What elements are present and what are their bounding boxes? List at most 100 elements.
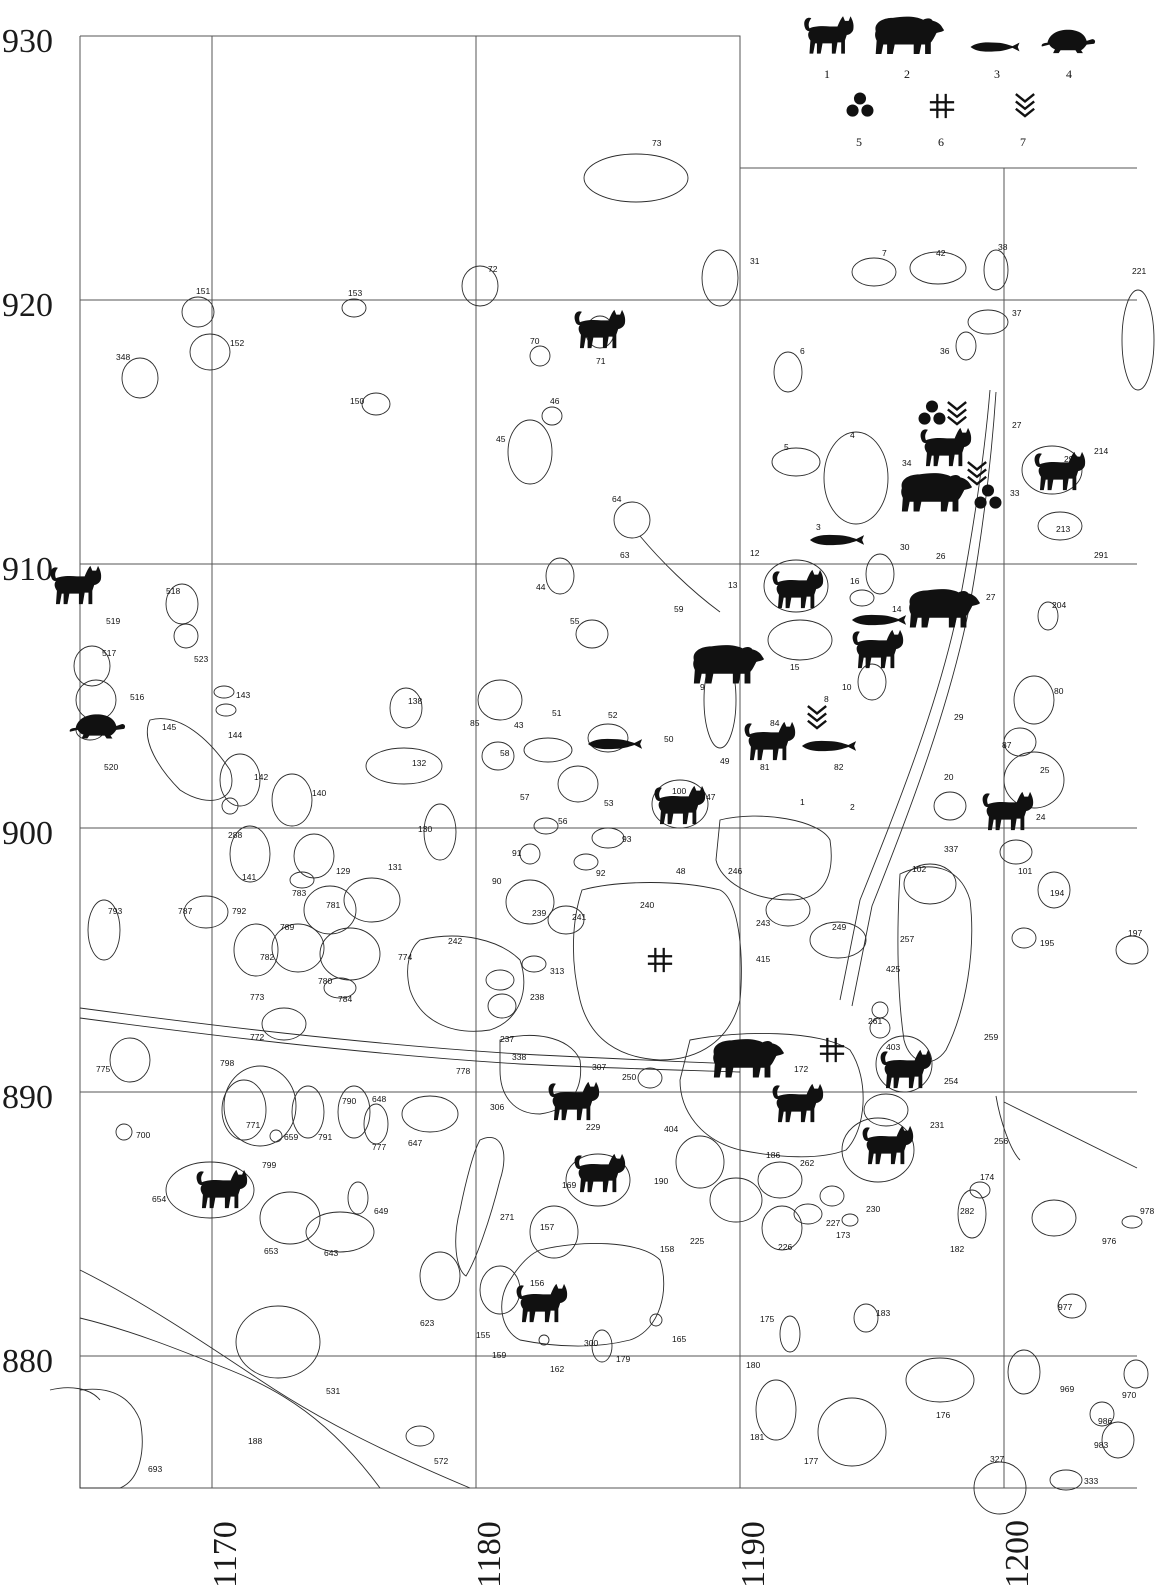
cat-icon [862, 1125, 914, 1165]
hash-icon [928, 92, 956, 120]
fish-icon [809, 534, 865, 546]
fish-icon [970, 42, 1020, 52]
feature-number: 246 [728, 866, 742, 876]
x-label-1170: 1170 [207, 1521, 244, 1588]
feature-number: 240 [640, 900, 654, 910]
feature-number: 256 [994, 1136, 1008, 1146]
chevrons-down-icon [966, 460, 988, 486]
x-label-1190: 1190 [735, 1521, 772, 1588]
feature-number: 52 [608, 710, 618, 720]
feature-number: 144 [228, 730, 242, 740]
cat-icon [920, 427, 972, 467]
feature-number: 969 [1060, 1384, 1074, 1394]
feature-number: 2 [850, 802, 855, 812]
y-label-910: 910 [2, 551, 53, 588]
feature-number: 176 [936, 1410, 950, 1420]
bear-icon [875, 16, 945, 54]
legend-item-4: 4 [1041, 29, 1096, 81]
feature-number: 3 [816, 522, 821, 532]
feature-number: 242 [448, 936, 462, 946]
feature-number: 195 [1040, 938, 1054, 948]
three-dots-icon [918, 400, 946, 425]
cat-icon [196, 1169, 248, 1209]
feature-number: 159 [492, 1350, 506, 1360]
feature-number: 700 [136, 1130, 150, 1140]
feature-number: 42 [936, 248, 946, 258]
feature-number: 64 [612, 494, 622, 504]
feature-number: 261 [868, 1016, 882, 1026]
feature-outlines [49, 153, 1155, 1515]
legend-number: 4 [1066, 67, 1072, 81]
feature-number: 798 [220, 1058, 234, 1068]
feature-number: 225 [690, 1236, 704, 1246]
legend-number: 7 [1020, 135, 1026, 149]
legend-number: 5 [856, 135, 862, 149]
fish-icon [801, 740, 857, 752]
feature-number: 782 [260, 952, 274, 962]
bear-icon [693, 645, 765, 684]
cat-icon [982, 791, 1034, 831]
cat-icon [574, 1153, 626, 1193]
legend-number: 3 [994, 67, 1000, 81]
feature-number: 182 [950, 1244, 964, 1254]
fish-icon [587, 738, 643, 750]
feature-number: 20 [944, 772, 954, 782]
feature-number: 15 [790, 662, 800, 672]
y-label-900: 900 [2, 815, 53, 852]
feature-number: 978 [1140, 1206, 1154, 1216]
feature-number: 92 [596, 868, 606, 878]
feature-number: 142 [254, 772, 268, 782]
feature-number: 783 [292, 888, 306, 898]
feature-number: 27 [1012, 420, 1022, 430]
cat-icon [772, 1083, 824, 1123]
feature-number: 790 [342, 1096, 356, 1106]
cat-icon [772, 569, 824, 609]
feature-number: 787 [178, 906, 192, 916]
feature-number: 572 [434, 1456, 448, 1466]
feature-number: 773 [250, 992, 264, 1002]
feature-number: 141 [242, 872, 256, 882]
feature-number: 157 [540, 1222, 554, 1232]
feature-number: 45 [496, 434, 506, 444]
feature-number: 282 [960, 1206, 974, 1216]
feature-number: 9 [700, 682, 705, 692]
three-dots-icon [846, 92, 874, 117]
feature-number: 80 [1054, 686, 1064, 696]
x-axis-labels: 1170 1180 1190 1200 [207, 1520, 1036, 1588]
chevrons-down-icon [806, 704, 828, 730]
feature-number: 986 [1098, 1416, 1112, 1426]
feature-number: 243 [756, 918, 770, 928]
feature-number: 531 [326, 1386, 340, 1396]
feature-number: 659 [284, 1132, 298, 1142]
feature-number: 10 [842, 682, 852, 692]
feature-number: 327 [990, 1454, 1004, 1464]
feature-number: 37 [1012, 308, 1022, 318]
feature-number: 780 [318, 976, 332, 986]
legend-item-5: 5 [846, 92, 874, 149]
feature-number: 799 [262, 1160, 276, 1170]
feature-number: 793 [108, 906, 122, 916]
legend-number: 2 [904, 67, 910, 81]
feature-number: 213 [1056, 524, 1070, 534]
feature-number: 131 [388, 862, 402, 872]
feature-number: 197 [1128, 928, 1142, 938]
feature-number: 7 [882, 248, 887, 258]
feature-number: 31 [750, 256, 760, 266]
feature-number: 143 [236, 690, 250, 700]
grid [79, 35, 1137, 1489]
feature-number: 169 [562, 1180, 576, 1190]
feature-number: 34 [902, 458, 912, 468]
feature-number: 173 [836, 1230, 850, 1240]
feature-number: 254 [944, 1076, 958, 1086]
feature-number: 181 [750, 1432, 764, 1442]
feature-number: 152 [230, 338, 244, 348]
feature-number: 101 [1018, 866, 1032, 876]
feature-number: 774 [398, 952, 412, 962]
feature-number: 25 [1040, 765, 1050, 775]
feature-number: 653 [264, 1246, 278, 1256]
feature-number: 158 [660, 1244, 674, 1254]
feature-number: 288 [228, 830, 242, 840]
feature-number: 214 [1094, 446, 1108, 456]
feature-number: 262 [800, 1158, 814, 1168]
